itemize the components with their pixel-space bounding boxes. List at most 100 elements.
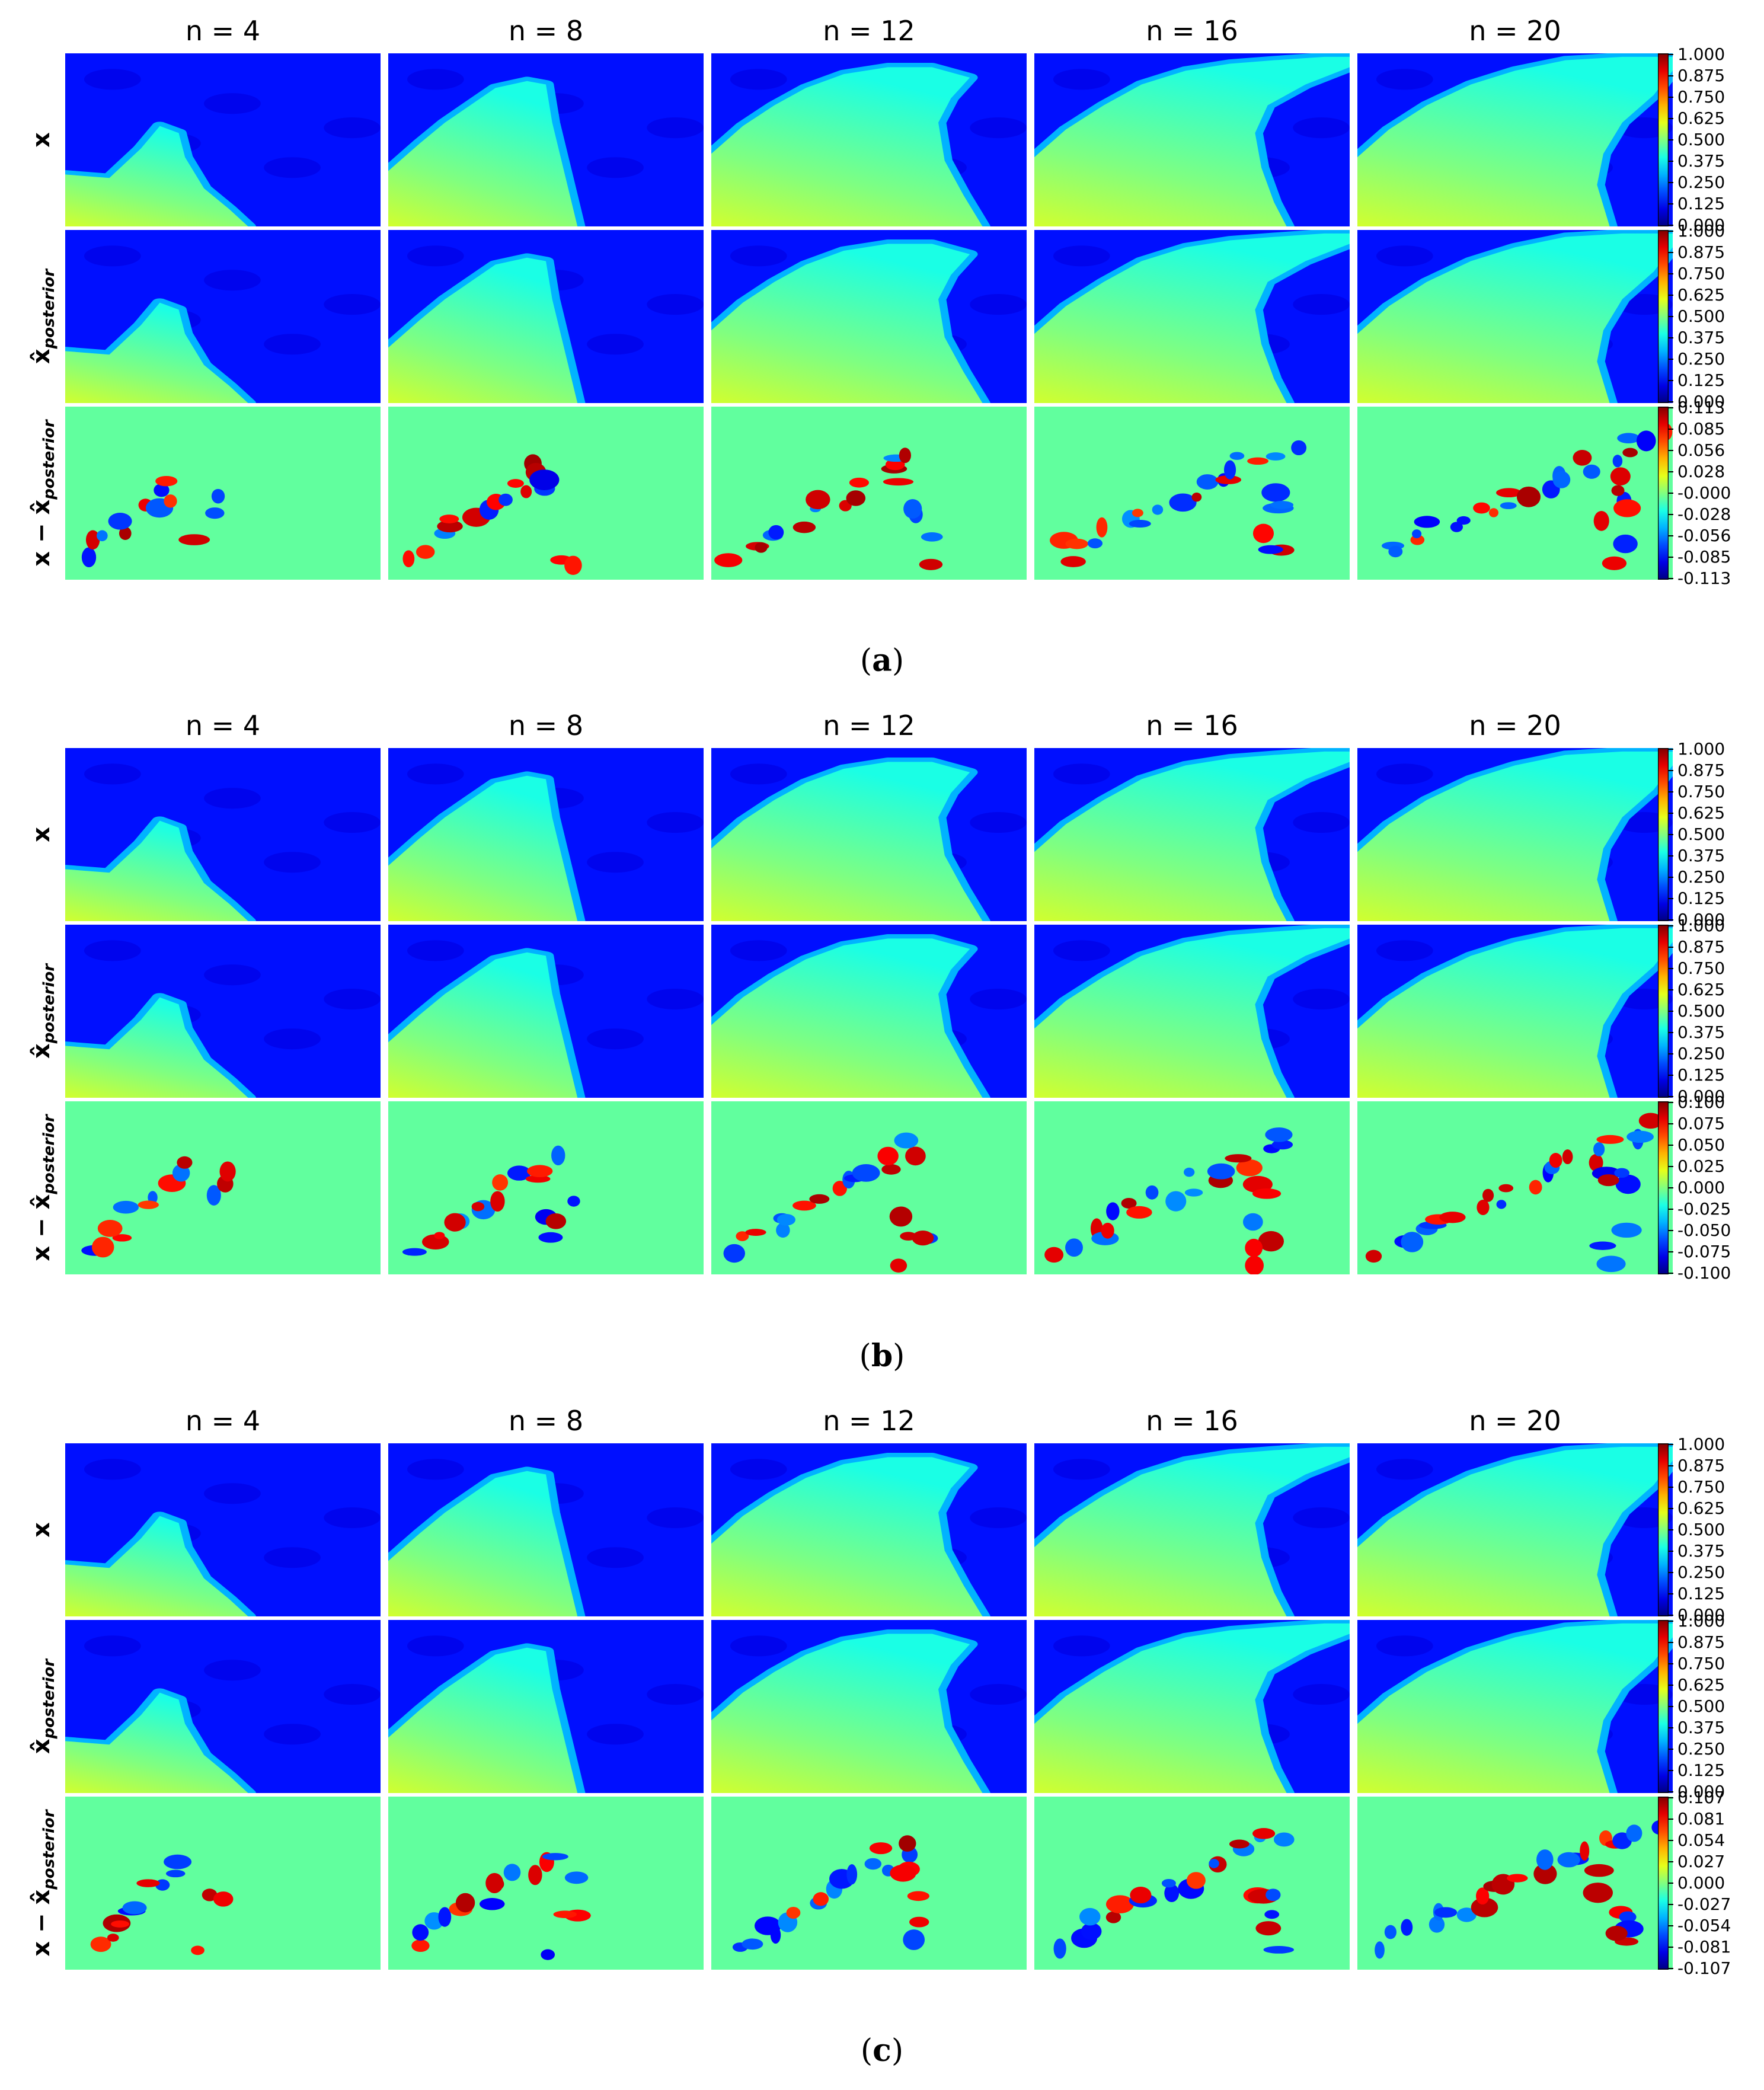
column-title: n = 20 bbox=[1469, 15, 1561, 47]
row-label-main: x − x̂ bbox=[28, 1889, 55, 1957]
row-label-subscript: posterior bbox=[40, 269, 58, 349]
colorbar-tick-label: 0.056 bbox=[1677, 440, 1725, 460]
colorbar-tick-label: 0.000 bbox=[1677, 215, 1725, 235]
colorbar-tick-mark bbox=[1669, 1551, 1673, 1552]
row-label: x bbox=[24, 1442, 59, 1618]
posterior-heatmap bbox=[65, 1620, 381, 1793]
column-title: n = 12 bbox=[823, 710, 915, 742]
row-label-main: x̂ bbox=[28, 1739, 55, 1755]
row-label-main: x − x̂ bbox=[28, 1194, 55, 1261]
difference-heatmap bbox=[1034, 1101, 1350, 1274]
colorbar-tick-mark bbox=[1669, 1749, 1673, 1750]
row-label: x − x̂posterior bbox=[24, 1795, 59, 1971]
colorbar-tick-mark bbox=[1669, 273, 1673, 274]
colorbar-tick-label: 0.750 bbox=[1677, 1654, 1725, 1673]
colorbar-tick-label: 0.875 bbox=[1677, 1456, 1725, 1475]
colorbar-tick-label: 1.000 bbox=[1677, 221, 1725, 241]
column-title: n = 8 bbox=[508, 15, 584, 47]
row-label-subscript: posterior bbox=[40, 420, 58, 500]
column-title: n = 16 bbox=[1146, 1405, 1238, 1437]
colorbar-tick-label: 0.125 bbox=[1677, 889, 1725, 908]
colorbar-tick-label: 0.125 bbox=[1677, 1760, 1725, 1780]
colorbar-tick-mark bbox=[1669, 1615, 1673, 1616]
colorbar-tick-label: 0.625 bbox=[1677, 1675, 1725, 1695]
colorbar-tick-label: 0.375 bbox=[1677, 328, 1725, 347]
colorbar-tick-label: -0.056 bbox=[1677, 526, 1731, 545]
posterior-heatmap bbox=[388, 925, 704, 1098]
posterior-heatmap bbox=[65, 230, 381, 403]
colorbar-tick-label: 0.875 bbox=[1677, 1632, 1725, 1652]
colorbar-tick-label: 0.125 bbox=[1677, 370, 1725, 390]
column-title: n = 12 bbox=[823, 1405, 915, 1437]
colorbar-tick-label: 0.875 bbox=[1677, 242, 1725, 262]
colorbar-tick-label: 1.000 bbox=[1677, 739, 1725, 759]
colorbar-tick-mark bbox=[1669, 407, 1673, 408]
colorbar-tick-label: 0.375 bbox=[1677, 846, 1725, 865]
colorbar-tick-label: -0.028 bbox=[1677, 504, 1731, 524]
colorbar-tick-mark bbox=[1669, 1925, 1673, 1926]
colorbar-tick-mark bbox=[1669, 1947, 1673, 1948]
colorbar-tick-label: 0.500 bbox=[1677, 306, 1725, 326]
column-title: n = 16 bbox=[1146, 15, 1238, 47]
colorbar-tick-label: 0.250 bbox=[1677, 349, 1725, 369]
colorbar-tick-label: 0.028 bbox=[1677, 462, 1725, 481]
colorbar-tick-mark bbox=[1669, 1685, 1673, 1686]
panel-caption: (a) bbox=[859, 643, 905, 679]
colorbar-tick-mark bbox=[1669, 813, 1673, 814]
colorbar-tick-mark bbox=[1669, 118, 1673, 119]
colorbar-tick-label: -0.107 bbox=[1677, 1958, 1731, 1978]
colorbar-tick-label: -0.100 bbox=[1677, 1263, 1731, 1283]
colorbar-tick-label: 1.000 bbox=[1677, 44, 1725, 64]
colorbar-tick-mark bbox=[1669, 1102, 1673, 1103]
colorbar-tick-mark bbox=[1669, 493, 1673, 494]
colorbar-tick-mark bbox=[1669, 989, 1673, 990]
colorbar-tick-mark bbox=[1669, 1797, 1673, 1798]
colorbar-tick-mark bbox=[1669, 450, 1673, 451]
colorbar-tick-label: 0.250 bbox=[1677, 172, 1725, 192]
colorbar-tick-mark bbox=[1669, 1791, 1673, 1792]
colorbar-tick-label: 0.250 bbox=[1677, 1562, 1725, 1582]
colorbar-tick-label: 0.107 bbox=[1677, 1788, 1725, 1807]
difference-heatmap bbox=[65, 1797, 381, 1970]
colorbar bbox=[1658, 925, 1669, 1098]
ground-truth-heatmap bbox=[65, 1443, 381, 1616]
colorbar-tick-label: -0.113 bbox=[1677, 568, 1731, 588]
difference-heatmap bbox=[1034, 407, 1350, 580]
difference-heatmap bbox=[65, 1101, 381, 1274]
posterior-heatmap bbox=[711, 925, 1027, 1098]
colorbar-tick-label: -0.000 bbox=[1677, 483, 1731, 503]
row-label: x̂posterior bbox=[24, 229, 59, 404]
row-label: x bbox=[24, 747, 59, 922]
column-title: n = 16 bbox=[1146, 710, 1238, 742]
posterior-heatmap bbox=[1034, 230, 1350, 403]
colorbar-tick-label: 0.100 bbox=[1677, 1092, 1725, 1112]
colorbar-tick-label: -0.081 bbox=[1677, 1937, 1731, 1957]
colorbar-tick-label: 0.500 bbox=[1677, 1520, 1725, 1539]
column-title: n = 20 bbox=[1469, 710, 1561, 742]
colorbar-tick-mark bbox=[1669, 1968, 1673, 1969]
colorbar-tick-label: 0.625 bbox=[1677, 285, 1725, 305]
colorbar-tick-label: 0.000 bbox=[1677, 392, 1725, 411]
colorbar-tick-label: 0.750 bbox=[1677, 87, 1725, 107]
colorbar-tick-label: 0.375 bbox=[1677, 1022, 1725, 1042]
colorbar-tick-mark bbox=[1669, 295, 1673, 296]
colorbar-tick-label: 0.000 bbox=[1677, 1178, 1725, 1197]
posterior-heatmap bbox=[1357, 925, 1673, 1098]
colorbar-tick-label: 0.625 bbox=[1677, 1498, 1725, 1518]
difference-heatmap bbox=[1357, 407, 1673, 580]
colorbar-tick-mark bbox=[1669, 182, 1673, 183]
colorbar-tick-mark bbox=[1669, 535, 1673, 536]
colorbar-tick-label: 0.875 bbox=[1677, 937, 1725, 957]
colorbar-tick-mark bbox=[1669, 1819, 1673, 1820]
colorbar-tick-mark bbox=[1669, 1465, 1673, 1466]
colorbar-tick-mark bbox=[1669, 1251, 1673, 1252]
colorbar-tick-label: 0.085 bbox=[1677, 419, 1725, 439]
difference-heatmap bbox=[711, 1797, 1027, 1970]
colorbar-tick-mark bbox=[1669, 791, 1673, 792]
colorbar-tick-mark bbox=[1669, 834, 1673, 835]
colorbar-tick-mark bbox=[1669, 225, 1673, 226]
colorbar-tick-label: 0.027 bbox=[1677, 1852, 1725, 1871]
colorbar-tick-mark bbox=[1669, 1529, 1673, 1530]
ground-truth-heatmap bbox=[711, 53, 1027, 226]
colorbar-tick-mark bbox=[1669, 1053, 1673, 1054]
